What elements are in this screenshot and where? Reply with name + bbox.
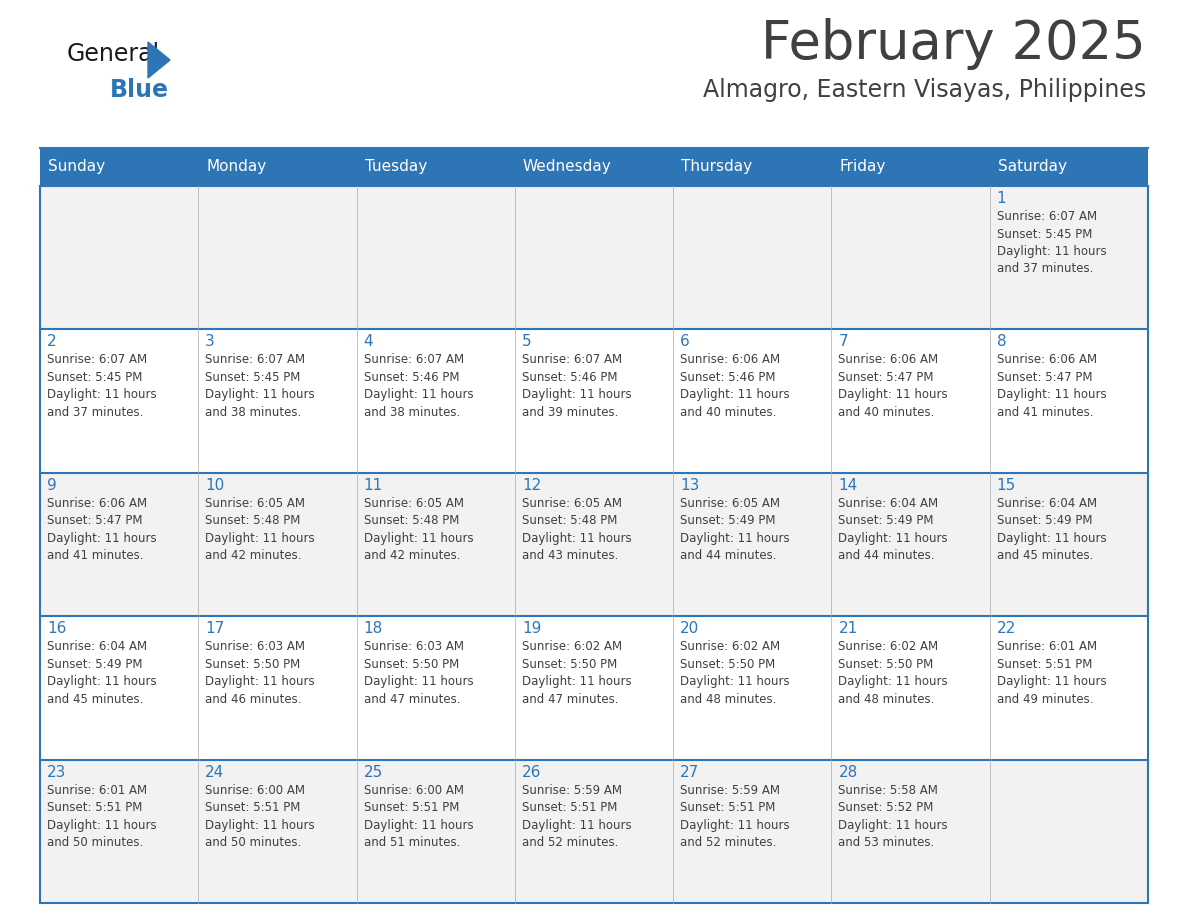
Text: General: General	[67, 42, 160, 66]
Bar	[40, 473, 1148, 616]
Text: 14: 14	[839, 477, 858, 493]
Text: Sunrise: 6:07 AM
Sunset: 5:46 PM
Daylight: 11 hours
and 38 minutes.: Sunrise: 6:07 AM Sunset: 5:46 PM Dayligh…	[364, 353, 473, 419]
Text: Sunrise: 6:02 AM
Sunset: 5:50 PM
Daylight: 11 hours
and 48 minutes.: Sunrise: 6:02 AM Sunset: 5:50 PM Dayligh…	[839, 640, 948, 706]
Text: 27: 27	[681, 765, 700, 779]
Text: Blue: Blue	[110, 78, 169, 102]
Text: Friday: Friday	[840, 160, 886, 174]
Text: 15: 15	[997, 477, 1016, 493]
Text: Sunrise: 6:05 AM
Sunset: 5:49 PM
Daylight: 11 hours
and 44 minutes.: Sunrise: 6:05 AM Sunset: 5:49 PM Dayligh…	[681, 497, 790, 563]
Text: Tuesday: Tuesday	[365, 160, 426, 174]
Text: Sunrise: 5:59 AM
Sunset: 5:51 PM
Daylight: 11 hours
and 52 minutes.: Sunrise: 5:59 AM Sunset: 5:51 PM Dayligh…	[522, 784, 632, 849]
Text: Sunrise: 6:00 AM
Sunset: 5:51 PM
Daylight: 11 hours
and 51 minutes.: Sunrise: 6:00 AM Sunset: 5:51 PM Dayligh…	[364, 784, 473, 849]
Text: 10: 10	[206, 477, 225, 493]
Text: Sunrise: 6:04 AM
Sunset: 5:49 PM
Daylight: 11 hours
and 45 minutes.: Sunrise: 6:04 AM Sunset: 5:49 PM Dayligh…	[997, 497, 1106, 563]
Text: Sunrise: 6:01 AM
Sunset: 5:51 PM
Daylight: 11 hours
and 50 minutes.: Sunrise: 6:01 AM Sunset: 5:51 PM Dayligh…	[48, 784, 157, 849]
Text: Sunrise: 6:05 AM
Sunset: 5:48 PM
Daylight: 11 hours
and 42 minutes.: Sunrise: 6:05 AM Sunset: 5:48 PM Dayligh…	[364, 497, 473, 563]
Text: Sunrise: 6:06 AM
Sunset: 5:46 PM
Daylight: 11 hours
and 40 minutes.: Sunrise: 6:06 AM Sunset: 5:46 PM Dayligh…	[681, 353, 790, 419]
Text: Sunrise: 6:06 AM
Sunset: 5:47 PM
Daylight: 11 hours
and 41 minutes.: Sunrise: 6:06 AM Sunset: 5:47 PM Dayligh…	[997, 353, 1106, 419]
Text: 7: 7	[839, 334, 848, 350]
Text: Sunrise: 6:04 AM
Sunset: 5:49 PM
Daylight: 11 hours
and 44 minutes.: Sunrise: 6:04 AM Sunset: 5:49 PM Dayligh…	[839, 497, 948, 563]
Text: Sunrise: 6:03 AM
Sunset: 5:50 PM
Daylight: 11 hours
and 46 minutes.: Sunrise: 6:03 AM Sunset: 5:50 PM Dayligh…	[206, 640, 315, 706]
Text: Sunrise: 5:58 AM
Sunset: 5:52 PM
Daylight: 11 hours
and 53 minutes.: Sunrise: 5:58 AM Sunset: 5:52 PM Dayligh…	[839, 784, 948, 849]
Bar	[40, 616, 1148, 759]
Polygon shape	[148, 42, 170, 78]
Text: 16: 16	[48, 621, 67, 636]
Text: 19: 19	[522, 621, 542, 636]
Text: Sunrise: 6:05 AM
Sunset: 5:48 PM
Daylight: 11 hours
and 42 minutes.: Sunrise: 6:05 AM Sunset: 5:48 PM Dayligh…	[206, 497, 315, 563]
Bar	[40, 186, 1148, 330]
Text: Wednesday: Wednesday	[523, 160, 612, 174]
Text: 11: 11	[364, 477, 383, 493]
Text: Sunrise: 6:07 AM
Sunset: 5:45 PM
Daylight: 11 hours
and 37 minutes.: Sunrise: 6:07 AM Sunset: 5:45 PM Dayligh…	[48, 353, 157, 419]
Text: Sunrise: 6:07 AM
Sunset: 5:45 PM
Daylight: 11 hours
and 38 minutes.: Sunrise: 6:07 AM Sunset: 5:45 PM Dayligh…	[206, 353, 315, 419]
Text: Saturday: Saturday	[998, 160, 1067, 174]
Text: 20: 20	[681, 621, 700, 636]
Text: 6: 6	[681, 334, 690, 350]
Bar	[40, 330, 1148, 473]
Text: 26: 26	[522, 765, 542, 779]
Text: Monday: Monday	[207, 160, 266, 174]
Text: Sunrise: 6:01 AM
Sunset: 5:51 PM
Daylight: 11 hours
and 49 minutes.: Sunrise: 6:01 AM Sunset: 5:51 PM Dayligh…	[997, 640, 1106, 706]
Text: Sunrise: 6:06 AM
Sunset: 5:47 PM
Daylight: 11 hours
and 41 minutes.: Sunrise: 6:06 AM Sunset: 5:47 PM Dayligh…	[48, 497, 157, 563]
Text: 2: 2	[48, 334, 57, 350]
Text: 21: 21	[839, 621, 858, 636]
Text: Thursday: Thursday	[681, 160, 752, 174]
Bar	[40, 148, 1148, 186]
Text: Sunrise: 6:06 AM
Sunset: 5:47 PM
Daylight: 11 hours
and 40 minutes.: Sunrise: 6:06 AM Sunset: 5:47 PM Dayligh…	[839, 353, 948, 419]
Text: 23: 23	[48, 765, 67, 779]
Text: February 2025: February 2025	[762, 18, 1146, 70]
Text: Sunrise: 6:03 AM
Sunset: 5:50 PM
Daylight: 11 hours
and 47 minutes.: Sunrise: 6:03 AM Sunset: 5:50 PM Dayligh…	[364, 640, 473, 706]
Text: 18: 18	[364, 621, 383, 636]
Text: Sunrise: 6:02 AM
Sunset: 5:50 PM
Daylight: 11 hours
and 47 minutes.: Sunrise: 6:02 AM Sunset: 5:50 PM Dayligh…	[522, 640, 632, 706]
Text: 28: 28	[839, 765, 858, 779]
Text: Almagro, Eastern Visayas, Philippines: Almagro, Eastern Visayas, Philippines	[703, 78, 1146, 102]
Text: 4: 4	[364, 334, 373, 350]
Text: 8: 8	[997, 334, 1006, 350]
Text: Sunrise: 6:02 AM
Sunset: 5:50 PM
Daylight: 11 hours
and 48 minutes.: Sunrise: 6:02 AM Sunset: 5:50 PM Dayligh…	[681, 640, 790, 706]
Text: 12: 12	[522, 477, 541, 493]
Text: 25: 25	[364, 765, 383, 779]
Text: Sunrise: 6:05 AM
Sunset: 5:48 PM
Daylight: 11 hours
and 43 minutes.: Sunrise: 6:05 AM Sunset: 5:48 PM Dayligh…	[522, 497, 632, 563]
Text: 22: 22	[997, 621, 1016, 636]
Text: 3: 3	[206, 334, 215, 350]
Text: Sunrise: 6:00 AM
Sunset: 5:51 PM
Daylight: 11 hours
and 50 minutes.: Sunrise: 6:00 AM Sunset: 5:51 PM Dayligh…	[206, 784, 315, 849]
Text: Sunrise: 6:07 AM
Sunset: 5:45 PM
Daylight: 11 hours
and 37 minutes.: Sunrise: 6:07 AM Sunset: 5:45 PM Dayligh…	[997, 210, 1106, 275]
Text: Sunrise: 6:07 AM
Sunset: 5:46 PM
Daylight: 11 hours
and 39 minutes.: Sunrise: 6:07 AM Sunset: 5:46 PM Dayligh…	[522, 353, 632, 419]
Text: 1: 1	[997, 191, 1006, 206]
Text: 9: 9	[48, 477, 57, 493]
Text: 24: 24	[206, 765, 225, 779]
Text: 5: 5	[522, 334, 531, 350]
Text: Sunrise: 5:59 AM
Sunset: 5:51 PM
Daylight: 11 hours
and 52 minutes.: Sunrise: 5:59 AM Sunset: 5:51 PM Dayligh…	[681, 784, 790, 849]
Text: 17: 17	[206, 621, 225, 636]
Text: 13: 13	[681, 477, 700, 493]
Bar	[40, 759, 1148, 903]
Text: Sunday: Sunday	[48, 160, 105, 174]
Text: Sunrise: 6:04 AM
Sunset: 5:49 PM
Daylight: 11 hours
and 45 minutes.: Sunrise: 6:04 AM Sunset: 5:49 PM Dayligh…	[48, 640, 157, 706]
